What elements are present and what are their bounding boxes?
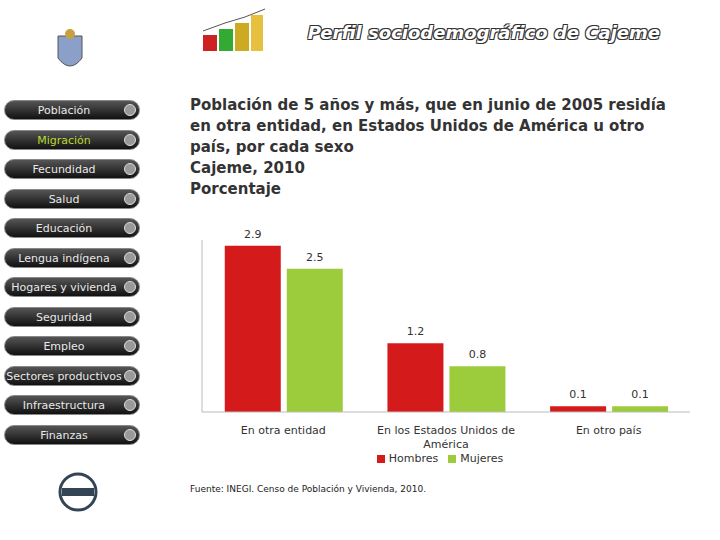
svg-text:En otro país: En otro país [576, 424, 642, 437]
html-text:Educación: Educación [35, 222, 93, 235]
html-text:Finanzas: Finanzas [40, 428, 88, 442]
html-text:Perfil sociodemográfico de Caj: Perfil sociodemográfico de Cajeme [307, 22, 660, 43]
html-text:Seguridad: Seguridad [36, 310, 92, 324]
html-text:Fecundidad: Fecundidad [32, 163, 96, 176]
svg-text:2.9: 2.9 [244, 228, 262, 241]
svg-text:0.1: 0.1 [569, 388, 587, 401]
html-text:Porcentaje: Porcentaje [190, 180, 282, 198]
html-text:Sectores productivos: Sectores productivos [6, 369, 122, 383]
svg-text:0.1: 0.1 [631, 388, 649, 401]
html-text:Migración: Migración [37, 133, 91, 147]
svg-text:En otra entidad: En otra entidad [241, 424, 326, 437]
html-text:Empleo: Empleo [43, 340, 85, 353]
svg-text:0.8: 0.8 [469, 348, 487, 361]
html-text:Infraestructura: Infraestructura [22, 399, 106, 412]
html-text:Hombres: Hombres [388, 452, 439, 465]
html-text:Hogares y vivienda: Hogares y vivienda [11, 281, 117, 294]
html-text:Lengua indígena: Lengua indígena [18, 251, 110, 265]
html-text:Salud: Salud [48, 192, 80, 206]
svg-text:En los Estados Unidos deAméric: En los Estados Unidos deAmérica [377, 424, 515, 451]
html-text:Cajeme, 2010: Cajeme, 2010 [190, 159, 305, 177]
html-text:Población: Población [37, 104, 91, 117]
html-text:Población de 5 años y más, que: Población de 5 años y más, que en junio … [190, 96, 666, 156]
html-text:Fuente: INEGI. Censo de Poblac: Fuente: INEGI. Censo de Población y Vivi… [190, 484, 426, 494]
html-text:Mujeres: Mujeres [460, 452, 504, 465]
svg-text:2.5: 2.5 [306, 251, 324, 264]
svg-text:1.2: 1.2 [407, 325, 425, 338]
